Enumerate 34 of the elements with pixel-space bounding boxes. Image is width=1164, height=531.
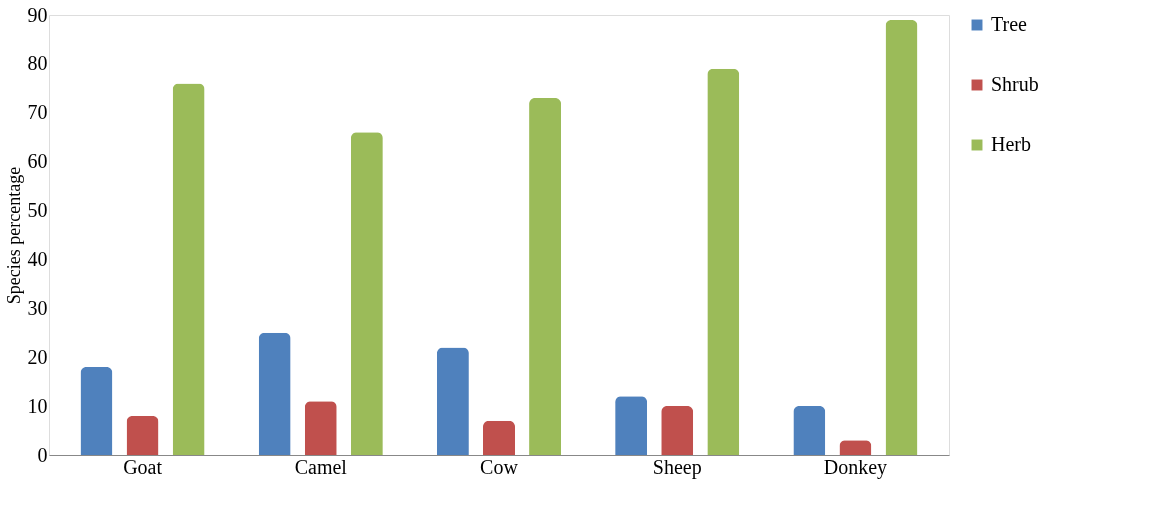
bar	[707, 68, 740, 455]
y-tick-label: 40	[27, 247, 48, 270]
y-tick-label: 0	[37, 443, 48, 466]
bar	[80, 367, 113, 455]
x-tick-label: Camel	[294, 455, 348, 478]
legend-label: Shrub	[991, 73, 1039, 95]
bar	[258, 332, 291, 455]
bar	[436, 347, 469, 455]
bar	[793, 406, 826, 455]
x-tick-label: Donkey	[823, 455, 888, 479]
y-tick-label: 70	[27, 101, 48, 124]
x-tick-label: Cow	[480, 455, 519, 478]
bar	[483, 420, 515, 455]
y-tick-label: 30	[27, 296, 48, 319]
y-tick-label: 10	[27, 394, 48, 417]
x-tick-label: Sheep	[652, 455, 702, 479]
y-tick-label: 60	[27, 150, 48, 173]
bar	[885, 19, 918, 455]
bar	[350, 132, 383, 455]
legend-label: Herb	[991, 133, 1031, 155]
bar	[304, 401, 337, 455]
bar	[661, 406, 694, 455]
legend-label: Tree	[991, 13, 1028, 35]
y-tick-label: 50	[27, 199, 48, 222]
y-axis-title: Species percentage	[3, 166, 24, 305]
x-tick-label: Goat	[123, 455, 163, 478]
y-tick-label: 80	[27, 52, 48, 75]
bar	[126, 415, 159, 455]
y-tick-label: 90	[27, 3, 48, 26]
bar	[529, 98, 562, 455]
bar	[839, 440, 872, 455]
y-tick-label: 20	[27, 345, 48, 368]
bar	[615, 396, 648, 455]
bar	[172, 83, 205, 455]
